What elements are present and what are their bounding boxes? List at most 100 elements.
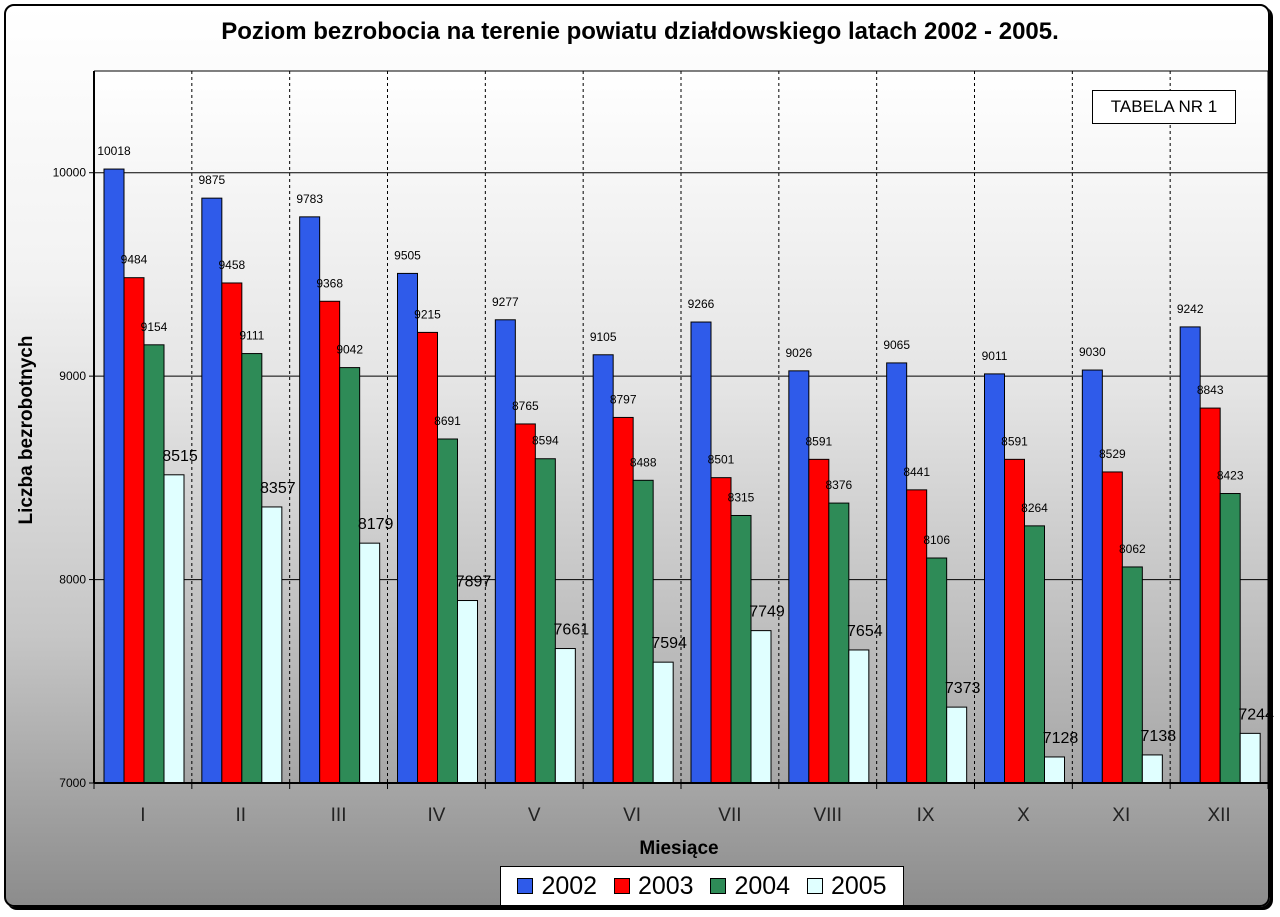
bar-2005-XII (1239, 732, 1261, 784)
x-axis-title: Miesiące (639, 838, 719, 859)
data-label-2002-VIII: 9026 (785, 346, 812, 360)
data-label-2004-XI: 8062 (1119, 542, 1146, 556)
data-label-2005-XII: 7244 (1238, 706, 1274, 723)
data-label-2002-VII: 9266 (688, 297, 715, 311)
bar-2003-I (123, 277, 145, 784)
bar-2005-III (359, 542, 381, 784)
y-axis-title: Liczba bezrobotnych (16, 335, 37, 525)
bar-2003-XI (1101, 471, 1123, 784)
bar-2004-VIII (828, 502, 850, 784)
y-tick-label: 9000 (59, 369, 86, 383)
bar-2003-VII (710, 477, 732, 784)
table-note: TABELA NR 1 (1092, 90, 1236, 124)
bar-2004-IV (437, 438, 458, 784)
bar-2004-V (534, 458, 556, 784)
data-label-2004-VIII: 8376 (825, 478, 852, 492)
bar-2003-V (514, 423, 536, 784)
data-label-2003-VI: 8797 (610, 392, 637, 406)
bar-2005-IV (457, 600, 478, 784)
data-label-2005-III: 8179 (358, 516, 394, 533)
x-tick-label: X (1017, 805, 1030, 826)
bar-2002-V (494, 319, 516, 784)
data-label-2004-VII: 8315 (728, 490, 755, 504)
x-tick-label: III (331, 805, 347, 826)
bar-2002-III (299, 216, 321, 784)
bar-2004-XI (1121, 566, 1143, 784)
x-tick-label: VIII (813, 805, 842, 826)
data-label-2003-X: 8591 (1001, 434, 1028, 448)
bar-2005-V (554, 648, 576, 784)
bar-2004-I (143, 344, 165, 784)
data-label-2004-IX: 8106 (923, 533, 950, 547)
data-label-2002-I: 10018 (97, 144, 131, 158)
bar-2002-IV (397, 272, 418, 784)
data-label-2003-IV: 9215 (414, 307, 441, 321)
bar-2004-X (1024, 525, 1045, 784)
bar-2003-VI (612, 416, 634, 784)
x-tick-label: XI (1112, 805, 1130, 826)
bar-2003-II (221, 282, 243, 784)
data-label-2003-VII: 8501 (708, 453, 735, 467)
bar-2003-IV (417, 331, 438, 784)
bar-2002-IX (886, 362, 908, 784)
x-tick-label: VII (718, 805, 741, 826)
legend-item-2004: 2004 (710, 872, 790, 901)
bar-2005-I (163, 474, 185, 784)
bar-2004-XII (1219, 493, 1241, 784)
data-label-2002-III: 9783 (296, 192, 323, 206)
data-label-2004-I: 9154 (141, 320, 168, 334)
data-label-2005-IV: 7897 (456, 574, 492, 591)
bar-2002-VI (592, 354, 614, 784)
legend-label-2003: 2003 (637, 871, 694, 900)
legend-swatch-2004 (710, 878, 727, 894)
data-label-2002-X: 9011 (982, 349, 1008, 363)
data-label-2005-VIII: 7654 (847, 623, 883, 640)
x-tick-label: I (140, 805, 145, 826)
data-label-2003-II: 9458 (218, 258, 245, 272)
x-tick-label: IV (427, 805, 445, 826)
data-label-2003-IX: 8441 (903, 465, 930, 479)
data-label-2003-III: 9368 (316, 276, 343, 290)
data-label-2002-XI: 9030 (1079, 345, 1106, 359)
data-label-2003-XII: 8843 (1197, 383, 1224, 397)
bar-2005-VII (750, 630, 772, 784)
legend-label-2005: 2005 (830, 871, 887, 900)
data-label-2005-XI: 7138 (1141, 728, 1177, 745)
data-label-2004-X: 8264 (1021, 501, 1048, 515)
x-tick-label: VI (623, 805, 641, 826)
legend-item-2003: 2003 (613, 871, 694, 901)
legend-label-2004: 2004 (734, 871, 791, 900)
legend-item-2002: 2002 (517, 872, 597, 901)
bar-2003-III (319, 300, 341, 784)
data-label-2004-V: 8594 (532, 434, 559, 448)
legend: 2002 2003 2004 2005 (500, 866, 904, 906)
bar-2004-VII (730, 514, 752, 784)
legend-swatch-2002 (517, 878, 534, 894)
bar-2002-XI (1081, 369, 1103, 784)
bar-2004-IX (926, 557, 948, 784)
data-label-2002-IV: 9505 (394, 248, 421, 262)
bar-2002-VIII (788, 370, 810, 784)
bar-2004-II (241, 353, 263, 784)
bar-2005-VIII (848, 649, 870, 784)
data-label-2005-II: 8357 (260, 480, 296, 497)
data-label-2005-X: 7128 (1043, 730, 1079, 747)
legend-item-2005: 2005 (806, 871, 887, 901)
legend-swatch-2003 (613, 878, 630, 894)
data-label-2004-III: 9042 (336, 343, 363, 357)
legend-label-2002: 2002 (541, 871, 598, 900)
chart-title: Poziom bezrobocia na terenie powiatu dzi… (221, 18, 1059, 45)
bar-2005-IX (946, 706, 968, 784)
data-label-2003-I: 9484 (121, 253, 148, 267)
data-label-2004-IV: 8691 (434, 414, 461, 428)
bar-2005-II (261, 506, 283, 784)
data-label-2005-V: 7661 (554, 622, 590, 639)
y-tick-label: 8000 (59, 573, 86, 587)
bar-2002-II (201, 197, 223, 784)
data-label-2005-IX: 7373 (945, 680, 981, 697)
data-label-2002-XII: 9242 (1177, 302, 1204, 316)
data-label-2004-II: 9111 (239, 329, 264, 343)
x-tick-label: II (235, 805, 246, 826)
data-label-2004-VI: 8488 (630, 455, 657, 469)
